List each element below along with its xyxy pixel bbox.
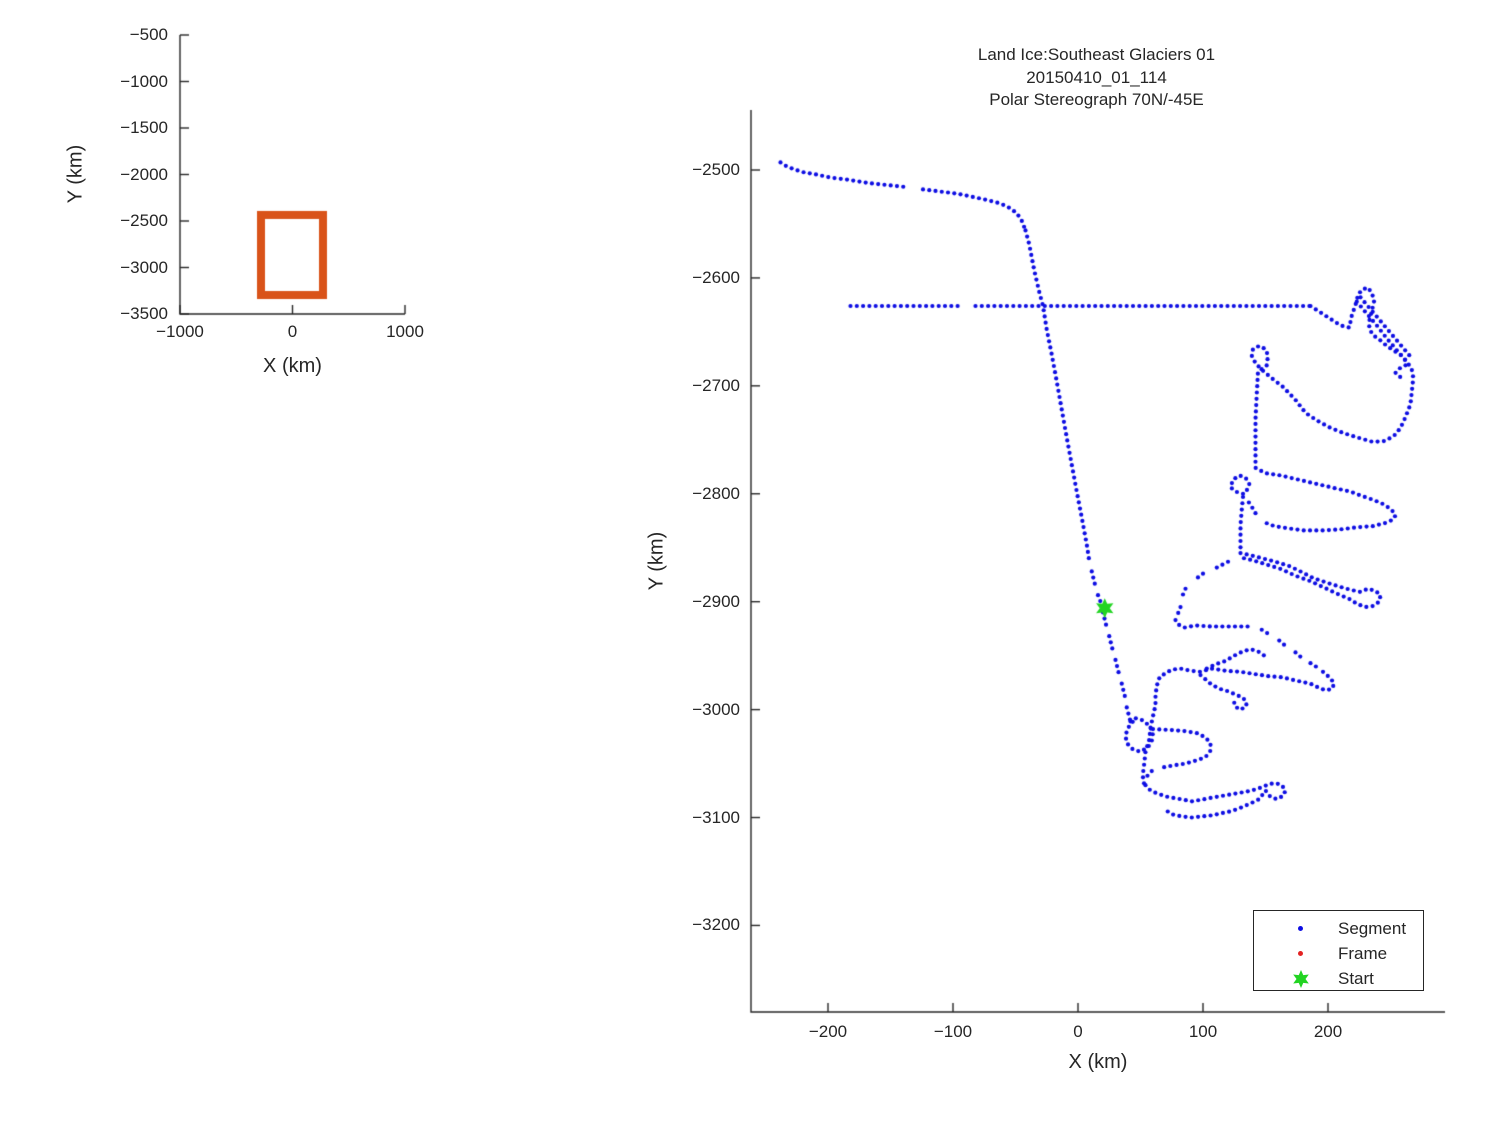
start-marker-icon [1292,969,1309,988]
y-tick-label: −2600 [692,267,740,287]
frame-marker-icon [1298,951,1303,956]
x-tick-label: 100 [1188,1022,1218,1041]
overview-x-axis-label: X (km) [263,355,322,377]
x-tick-label: −1000 [156,322,204,341]
y-tick-label: −1000 [120,71,168,91]
chart-title: Land Ice:Southeast Glaciers 01 20150410_… [748,44,1445,112]
y-tick-label: −3100 [692,807,740,827]
x-tick-label: −200 [808,1022,848,1041]
title-line-1: Land Ice:Southeast Glaciers 01 [977,45,1216,64]
y-tick-label: −3000 [692,699,740,719]
title-line-3: Polar Stereograph 70N/-45E [989,90,1204,109]
legend: Segment Frame Start [1253,910,1424,991]
y-tick-label: −2800 [692,483,740,503]
x-tick-label: 200 [1313,1022,1343,1041]
segment-marker-icon [1298,926,1303,931]
legend-label-frame: Frame [1338,943,1388,963]
x-tick-label: −100 [933,1022,973,1041]
legend-label-start: Start [1338,968,1374,988]
main-x-axis-label: X (km) [1068,1051,1128,1073]
y-tick-label: −1500 [120,118,168,137]
y-tick-label: −3200 [692,915,740,935]
y-tick-label: −2900 [692,591,740,611]
x-tick-label: 1000 [386,322,424,341]
x-tick-label: 0 [287,322,298,341]
y-tick-label: −2500 [120,211,168,230]
y-tick-label: −3000 [120,257,168,277]
title-line-2: 20150410_01_114 [1026,67,1167,87]
y-tick-label: −2500 [692,160,740,179]
legend-item-frame: Frame [1254,941,1423,966]
x-tick-label: 0 [1073,1022,1083,1041]
legend-item-segment: Segment [1254,916,1423,941]
y-tick-label: −2700 [692,375,740,395]
legend-item-start: Start [1254,966,1423,991]
main-y-axis-label: Y (km) [645,531,668,591]
legend-label-segment: Segment [1338,918,1407,938]
y-tick-label: −500 [129,25,168,44]
y-tick-label: −3500 [120,304,168,323]
y-tick-label: −2000 [120,164,168,184]
